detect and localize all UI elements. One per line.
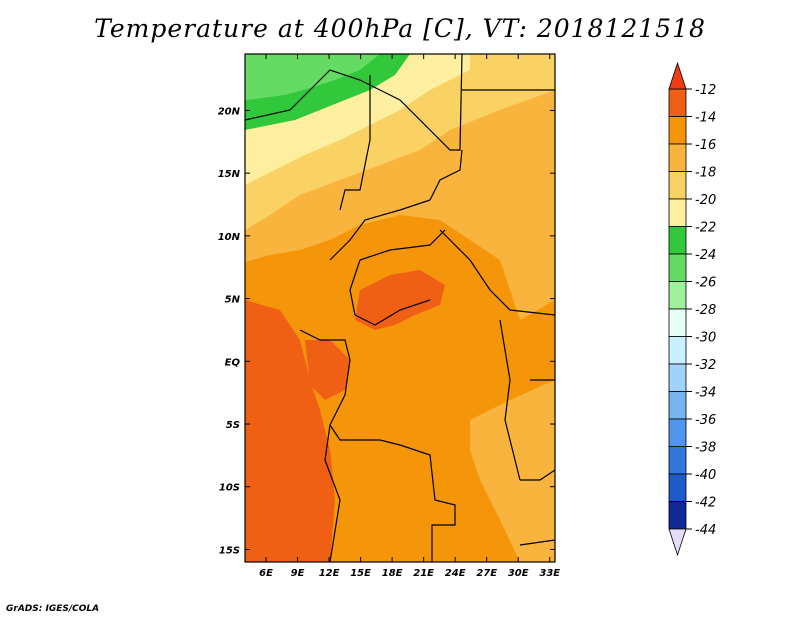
lon-tick-label: 6E [259,568,273,579]
lon-tick-label: 12E [319,568,340,579]
colorbar-swatch [668,473,687,502]
colorbar-swatch [668,226,687,255]
longitude-axis: 6E 9E 12E 15E 18E 21E 24E 27E 30E 33E [259,54,560,579]
colorbar-label: -36 [695,413,716,428]
colorbar-swatch [668,363,687,392]
map-frame [244,53,556,563]
colorbar-swatch [668,446,687,475]
lat-tick-label: 10N [218,232,241,243]
colorbar-label: -32 [695,358,716,373]
colorbar-label: -24 [695,248,716,263]
temperature-field [245,54,555,562]
lon-tick-label: 30E [508,568,529,579]
colorbar-label: -20 [695,193,716,208]
colorbar-swatch [668,171,687,200]
colorbar-swatch [668,116,687,145]
colorbar-label: -40 [695,468,716,483]
colorbar-label: -28 [695,303,716,318]
colorbar-label: -14 [695,111,716,126]
colorbar-label: -38 [695,441,716,456]
lon-tick-label: 15E [350,568,371,579]
colorbar-label: -30 [695,331,716,346]
colorbar-swatch [668,88,687,117]
colorbar-top-arrow [668,61,687,90]
field-band-24 [245,54,380,100]
chart-title: Temperature at 400hPa [C], VT: 201812151… [94,14,706,43]
field-band-16-east [470,380,555,562]
colorbar-swatch [668,281,687,310]
colorbar-swatch [668,253,687,282]
lat-tick-label: 10S [219,483,240,494]
colorbar-swatch [668,418,687,447]
field-band-12-center [355,270,445,330]
lat-tick-label: 15N [218,169,241,180]
lon-tick-label: 27E [476,568,497,579]
colorbar-label: -44 [695,523,716,538]
colorbar-label: -18 [695,166,716,181]
colorbar-bottom-arrow [668,528,687,557]
lon-tick-label: 24E [445,568,466,579]
lon-tick-label: 33E [539,568,560,579]
lat-tick-label: 15S [219,545,240,556]
colorbar-label: -26 [695,276,716,291]
colorbar-label: -16 [695,138,716,153]
lon-tick-label: 21E [413,568,434,579]
colorbar-swatch [668,143,687,172]
field-band-12-west [245,300,335,562]
colorbar-swatch [668,308,687,337]
colorbar: -12 -14 -16 -18 -20 -22 -24 -26 -28 -30 -32 -34 -36 -… [668,61,716,557]
country-borders [245,54,555,562]
colorbar-swatch [668,501,687,530]
colorbar-label: -42 [695,496,716,511]
colorbar-label: -12 [695,83,716,98]
colorbar-swatch [668,336,687,365]
lat-tick-label: 5N [225,295,241,306]
colorbar-swatch [668,391,687,420]
lat-tick-label: EQ [225,357,241,368]
lon-tick-label: 9E [291,568,305,579]
lon-tick-label: 18E [382,568,403,579]
latitude-axis: 20N 15N 10N 5N EQ 5S 10S 15S [218,106,555,556]
grads-credit: GrADS: IGES/COLA [6,604,100,614]
colorbar-label: -34 [695,386,716,401]
lat-tick-label: 20N [218,106,241,117]
lat-tick-label: 5S [226,420,240,431]
colorbar-swatch [668,198,687,227]
colorbar-label: -22 [695,221,716,236]
field-band-12-coast [305,340,350,400]
